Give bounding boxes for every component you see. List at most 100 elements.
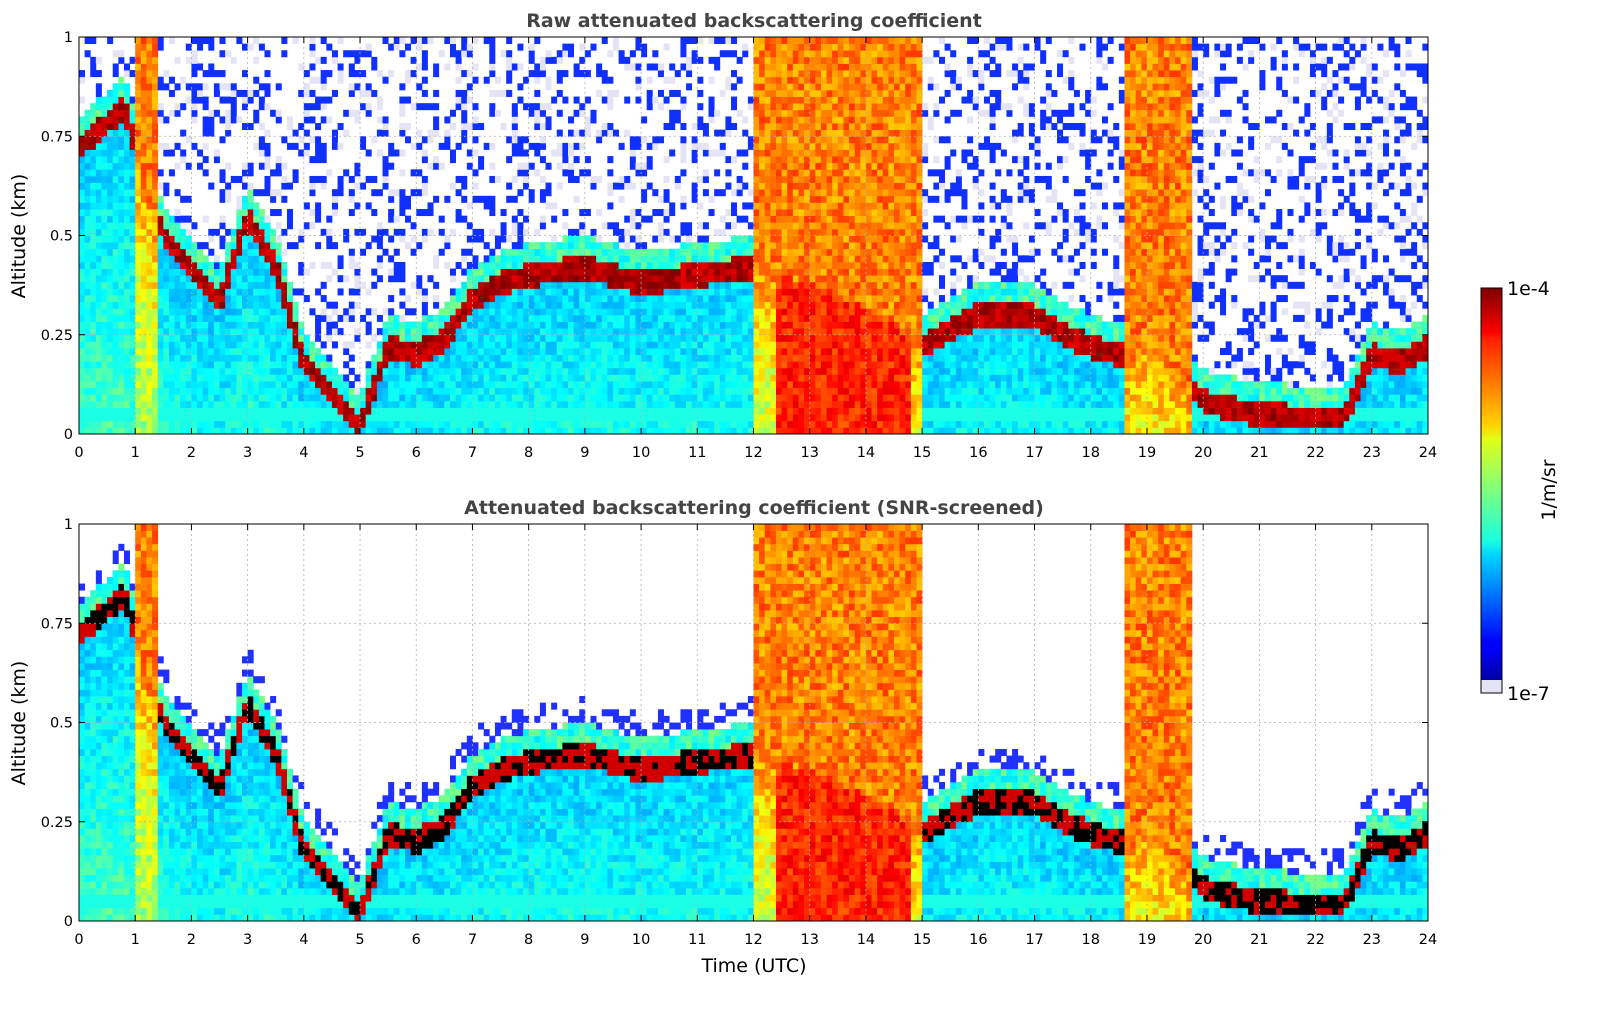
heatmap-cell (174, 255, 181, 263)
heatmap-cell (596, 381, 603, 389)
heatmap-cell (146, 116, 153, 124)
heatmap-cell (714, 427, 721, 435)
heatmap-cell (230, 400, 237, 408)
heatmap-cell (494, 334, 501, 342)
heatmap-cell (601, 288, 608, 296)
heatmap-cell (596, 314, 603, 322)
heatmap-cell (612, 341, 619, 349)
heatmap-cell (84, 334, 91, 342)
heatmap-cell (382, 308, 389, 316)
heatmap-cell (444, 308, 451, 316)
heatmap-cell (584, 209, 591, 217)
heatmap-cell (84, 175, 91, 183)
heatmap-cell (320, 295, 327, 303)
heatmap-cell (624, 281, 631, 289)
heatmap-cell (489, 394, 496, 402)
heatmap-cell (331, 427, 338, 435)
heatmap-cell (152, 202, 159, 210)
heatmap-cell (421, 367, 428, 375)
heatmap-cell (579, 268, 586, 276)
heatmap-cell (472, 301, 479, 309)
heatmap-cell (747, 394, 754, 402)
heatmap-cell (612, 387, 619, 395)
heatmap-cell (742, 308, 749, 316)
heatmap-cell (511, 288, 518, 296)
heatmap-cell (208, 420, 215, 428)
heatmap-cell (197, 314, 204, 322)
heatmap-cell (596, 268, 603, 276)
heatmap-cell (657, 275, 664, 283)
heatmap-cell (584, 123, 591, 131)
heatmap-cell (764, 142, 771, 150)
heatmap-cell (410, 169, 417, 177)
heatmap-cell (590, 381, 597, 389)
heatmap-cell (112, 347, 119, 355)
heatmap-cell (112, 387, 119, 395)
heatmap-cell (528, 255, 535, 263)
heatmap-cell (759, 374, 766, 382)
heatmap-cell (157, 169, 164, 177)
heatmap-cell (129, 407, 136, 415)
heatmap-cell (180, 288, 187, 296)
heatmap-cell (579, 407, 586, 415)
heatmap-cell (489, 288, 496, 296)
heatmap-cell (101, 367, 108, 375)
heatmap-cell (596, 334, 603, 342)
heatmap-cell (270, 255, 277, 263)
heatmap-cell (242, 202, 249, 210)
heatmap-cell (742, 275, 749, 283)
heatmap-cell (607, 347, 614, 355)
heatmap-cell (129, 341, 136, 349)
heatmap-cell (691, 281, 698, 289)
heatmap-cell (545, 354, 552, 362)
heatmap-cell (702, 394, 709, 402)
heatmap-cell (714, 295, 721, 303)
heatmap-cell (354, 374, 361, 382)
heatmap-cell (146, 63, 153, 71)
heatmap-cell (759, 103, 766, 111)
heatmap-cell (213, 341, 220, 349)
heatmap-cell (770, 43, 777, 51)
heatmap-cell (686, 314, 693, 322)
heatmap-cell (264, 83, 271, 91)
heatmap-cell (146, 242, 153, 250)
heatmap-cell (438, 162, 445, 170)
heatmap-cell (697, 328, 704, 336)
heatmap-cell (629, 334, 636, 342)
heatmap-cell (376, 328, 383, 336)
heatmap-cell (478, 321, 485, 329)
heatmap-cell (775, 407, 782, 415)
heatmap-cell (315, 381, 322, 389)
heatmap-cell (258, 361, 265, 369)
heatmap-cell (185, 367, 192, 375)
heatmap-cell (449, 295, 456, 303)
heatmap-cell (213, 83, 220, 91)
heatmap-cell (84, 400, 91, 408)
heatmap-cell (601, 123, 608, 131)
heatmap-cell (202, 281, 209, 289)
heatmap-cell (539, 281, 546, 289)
heatmap-cell (163, 414, 170, 422)
heatmap-cell (601, 400, 608, 408)
heatmap-cell (551, 308, 558, 316)
heatmap-cell (528, 103, 535, 111)
heatmap-cell (393, 414, 400, 422)
heatmap-cell (382, 156, 389, 164)
heatmap-cell (135, 175, 142, 183)
heatmap-cell (528, 354, 535, 362)
heatmap-cell (674, 354, 681, 362)
heatmap-cell (95, 149, 102, 157)
heatmap-cell (669, 295, 676, 303)
heatmap-cell (326, 261, 333, 269)
heatmap-cell (545, 314, 552, 322)
heatmap-cell (174, 189, 181, 197)
heatmap-cell (416, 328, 423, 336)
heatmap-cell (764, 123, 771, 131)
heatmap-cell (219, 275, 226, 283)
heatmap-cell (410, 427, 417, 435)
heatmap-cell (163, 394, 170, 402)
heatmap-cell (444, 142, 451, 150)
heatmap-cell (652, 387, 659, 395)
heatmap-cell (478, 347, 485, 355)
heatmap-cell (140, 228, 147, 236)
